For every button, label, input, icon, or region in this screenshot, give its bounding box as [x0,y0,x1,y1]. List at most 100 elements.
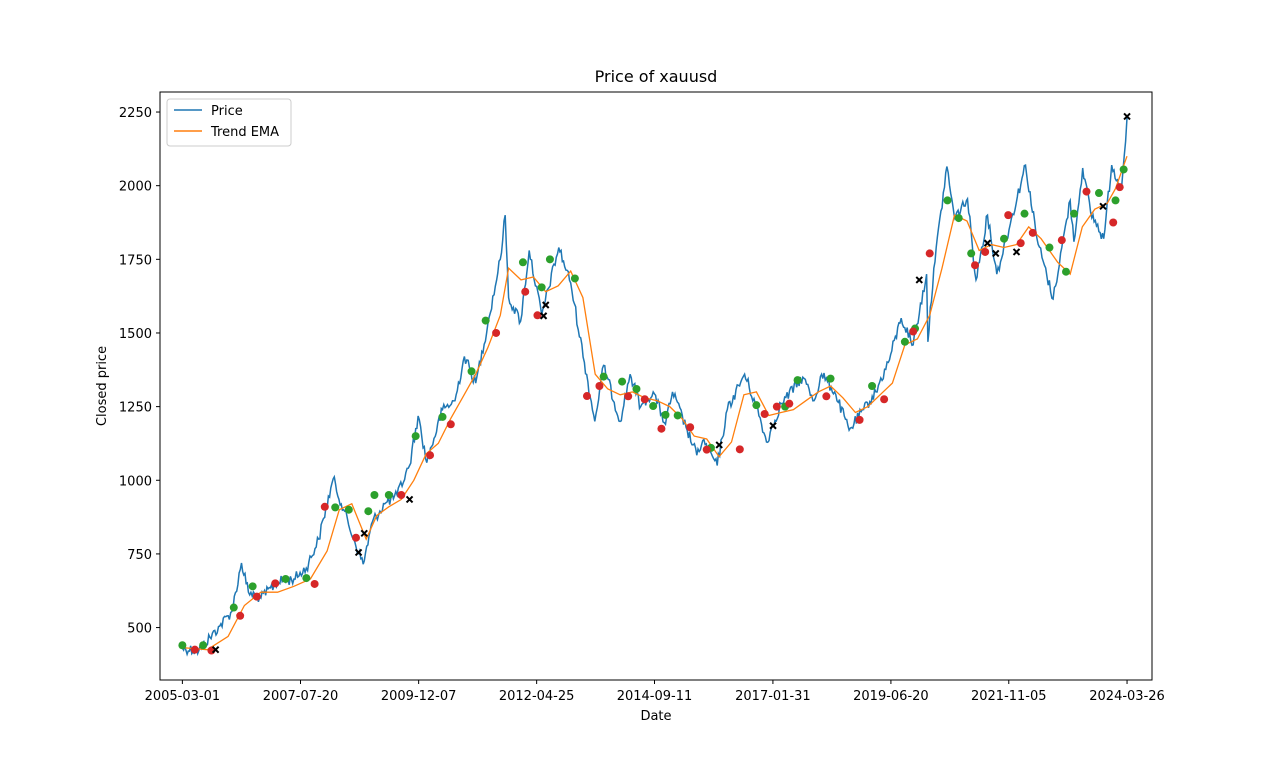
sell-marker [822,392,831,401]
buy-marker [537,283,546,292]
sell-marker [252,592,261,601]
x-axis-label: Date [640,709,671,724]
buy-marker [826,374,835,383]
sell-marker [521,287,530,296]
buy-marker [1062,267,1071,276]
buy-marker [411,432,420,441]
y-axis: 500 750 1000 1250 1500 1750 2000 2250 [119,106,160,637]
sell-marker [909,327,918,336]
chart-title: Price of xauusd [595,67,718,86]
exit-marker [1123,112,1131,121]
sell-marker [772,402,781,411]
sell-marker [320,502,329,511]
x-axis: 2005-03-01 2007-07-20 2009-12-07 2012-04-25… [145,680,1165,704]
sell-marker [925,249,934,258]
buy-marker [1020,209,1029,218]
plot-frame [159,91,1153,681]
buy-marker [384,490,393,499]
legend-label-price: Price [211,104,243,119]
buy-marker [518,258,527,267]
buy-marker [281,574,290,583]
x-tick-label: 2012-04-25 [499,689,575,704]
buy-marker [599,372,608,381]
exit-marker [992,249,1000,258]
buy-marker [1070,209,1079,218]
x-tick-label: 2005-03-01 [145,689,221,704]
legend-label-ema: Trend EMA [210,125,279,140]
exit-marker [405,495,414,504]
sell-marker [595,382,604,390]
buy-marker [1000,234,1009,243]
x-tick-label: 2014-09-11 [617,689,693,704]
buy-marker [248,582,257,591]
sell-marker [880,395,889,404]
buy-marker [649,402,658,411]
y-tick-label: 1750 [119,253,152,268]
exit-marker [769,422,777,430]
exit-marker [715,441,723,449]
y-tick-label: 750 [127,548,152,563]
sell-marker [1016,239,1025,248]
buy-marker [344,505,353,514]
y-tick-label: 1000 [119,474,152,489]
sell-marker [971,261,980,270]
buy-marker [370,490,379,499]
sell-marker [1082,187,1091,196]
sell-marker [310,579,319,588]
sell-marker [351,533,360,542]
exit-marker [915,276,923,284]
buy-marker [868,382,877,390]
x-tick-label: 2024-03-26 [1089,689,1165,704]
sell-marker [1057,236,1066,245]
buy-marker [1045,243,1054,252]
buy-marker [943,196,952,205]
exit-marker [983,239,992,247]
buy-marker [481,316,490,325]
buy-marker [661,410,670,419]
sell-marker [657,424,666,433]
y-tick-label: 1500 [119,327,152,342]
sell-marker [686,423,695,432]
buy-marker [545,255,554,264]
sell-marker [492,328,501,337]
sell-marker [533,311,542,320]
buy-marker [364,507,373,516]
sell-marker [1115,183,1124,192]
sell-marker [760,409,769,418]
exit-marker [211,645,220,654]
sell-marker [1028,228,1037,237]
sell-marker [735,445,744,454]
y-tick-label: 1250 [119,401,152,416]
exit-marker [1099,202,1107,211]
sell-marker [981,247,990,256]
sell-marker [640,395,649,404]
buy-marker [793,376,802,385]
buy-marker [967,249,976,258]
sell-marker [1004,211,1013,220]
sell-marker [1109,218,1118,227]
buy-marker [954,214,963,223]
buy-marker [632,384,641,393]
exit-marker [360,529,368,538]
x-tick-label: 2021-11-05 [971,689,1047,704]
sell-marker [446,420,455,429]
buy-marker [570,274,579,283]
sell-marker [271,579,280,588]
sell-marker [190,645,199,654]
buy-marker [467,367,476,376]
x-tick-label: 2009-12-07 [381,689,457,704]
y-axis-label: Closed price [95,346,110,426]
y-tick-label: 500 [127,622,152,637]
buy-marker [900,337,909,346]
exit-marker [539,312,548,320]
buy-marker [229,603,238,612]
plot-area [160,92,1152,680]
sell-marker [397,490,406,499]
buy-marker [1119,165,1128,174]
exit-marker [542,301,550,309]
buy-marker [1094,189,1103,198]
exit-marker [354,548,363,557]
buy-marker [331,503,340,512]
sell-marker [702,445,711,454]
